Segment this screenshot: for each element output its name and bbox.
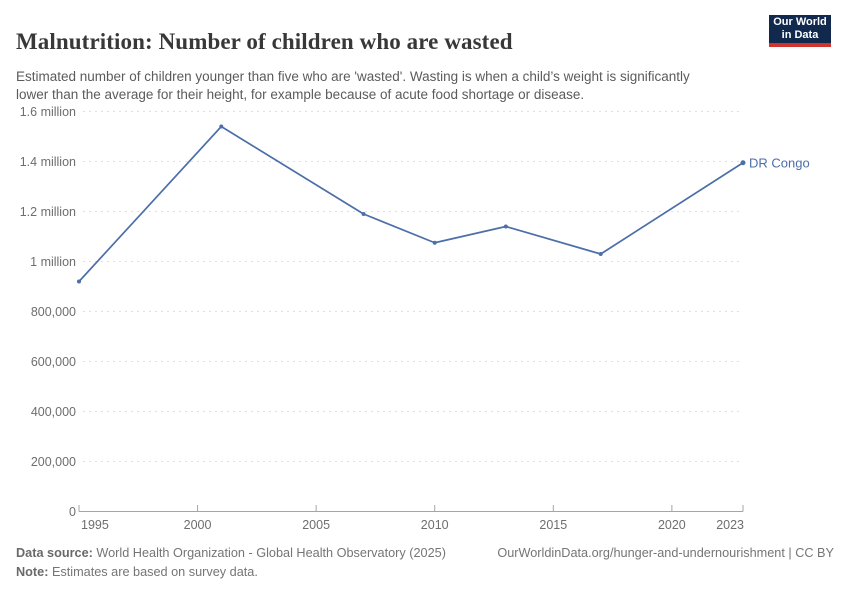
owid-logo-line2: in Data	[781, 29, 819, 41]
line-chart[interactable]: 0 200,000 400,000 600,000 800,000 1 million 1.…	[0, 100, 850, 540]
y-axis-tick-label: 200,000	[31, 455, 76, 469]
series-line[interactable]	[78, 125, 744, 283]
data-point[interactable]	[503, 224, 508, 229]
owid-url-link[interactable]: OurWorldinData.org/hunger-and-undernouri…	[497, 546, 834, 560]
note-label: Note:	[16, 565, 49, 579]
x-axis-tick-label: 2015	[539, 518, 567, 532]
data-source-text: World Health Organization - Global Healt…	[92, 546, 446, 560]
data-point[interactable]	[219, 124, 224, 129]
chart-subtitle: Estimated number of children younger tha…	[16, 68, 690, 103]
x-axis-tick-label: 2010	[421, 518, 449, 532]
chart-footer: Data source: World Health Organization -…	[16, 546, 834, 579]
y-axis-tick-label: 400,000	[31, 405, 76, 419]
y-axis-tick-label: 1.4 million	[20, 155, 76, 169]
data-point[interactable]	[77, 279, 81, 284]
series-end-label[interactable]: DR Congo	[749, 155, 810, 170]
data-point[interactable]	[598, 252, 603, 256]
x-axis-tick-label: 1995	[81, 518, 109, 532]
y-axis-tick-label: 800,000	[31, 305, 76, 319]
owid-logo[interactable]: Our World in Data	[769, 15, 831, 47]
footer-note: Note: Estimates are based on survey data…	[16, 565, 834, 579]
y-axis-tick-label: 1.6 million	[20, 105, 76, 119]
data-source: Data source: World Health Organization -…	[16, 546, 446, 560]
owid-logo-line1: Our World	[773, 16, 827, 28]
x-axis-tick-label: 2023	[716, 518, 744, 532]
data-point[interactable]	[361, 212, 366, 216]
data-point[interactable]	[432, 240, 437, 245]
y-axis-tick-label: 1.2 million	[20, 205, 76, 219]
x-axis-tick-label: 2000	[184, 518, 212, 532]
y-axis-tick-label: 1 million	[30, 255, 76, 269]
page-title: Malnutrition: Number of children who are…	[16, 29, 513, 55]
x-axis-tick-label: 2005	[302, 518, 330, 532]
y-axis-tick-label: 0	[69, 505, 76, 519]
y-axis-tick-label: 600,000	[31, 355, 76, 369]
x-axis-tick-label: 2020	[658, 518, 686, 532]
data-source-label: Data source:	[16, 546, 93, 560]
data-point[interactable]	[740, 160, 746, 166]
note-text: Estimates are based on survey data.	[48, 565, 258, 579]
